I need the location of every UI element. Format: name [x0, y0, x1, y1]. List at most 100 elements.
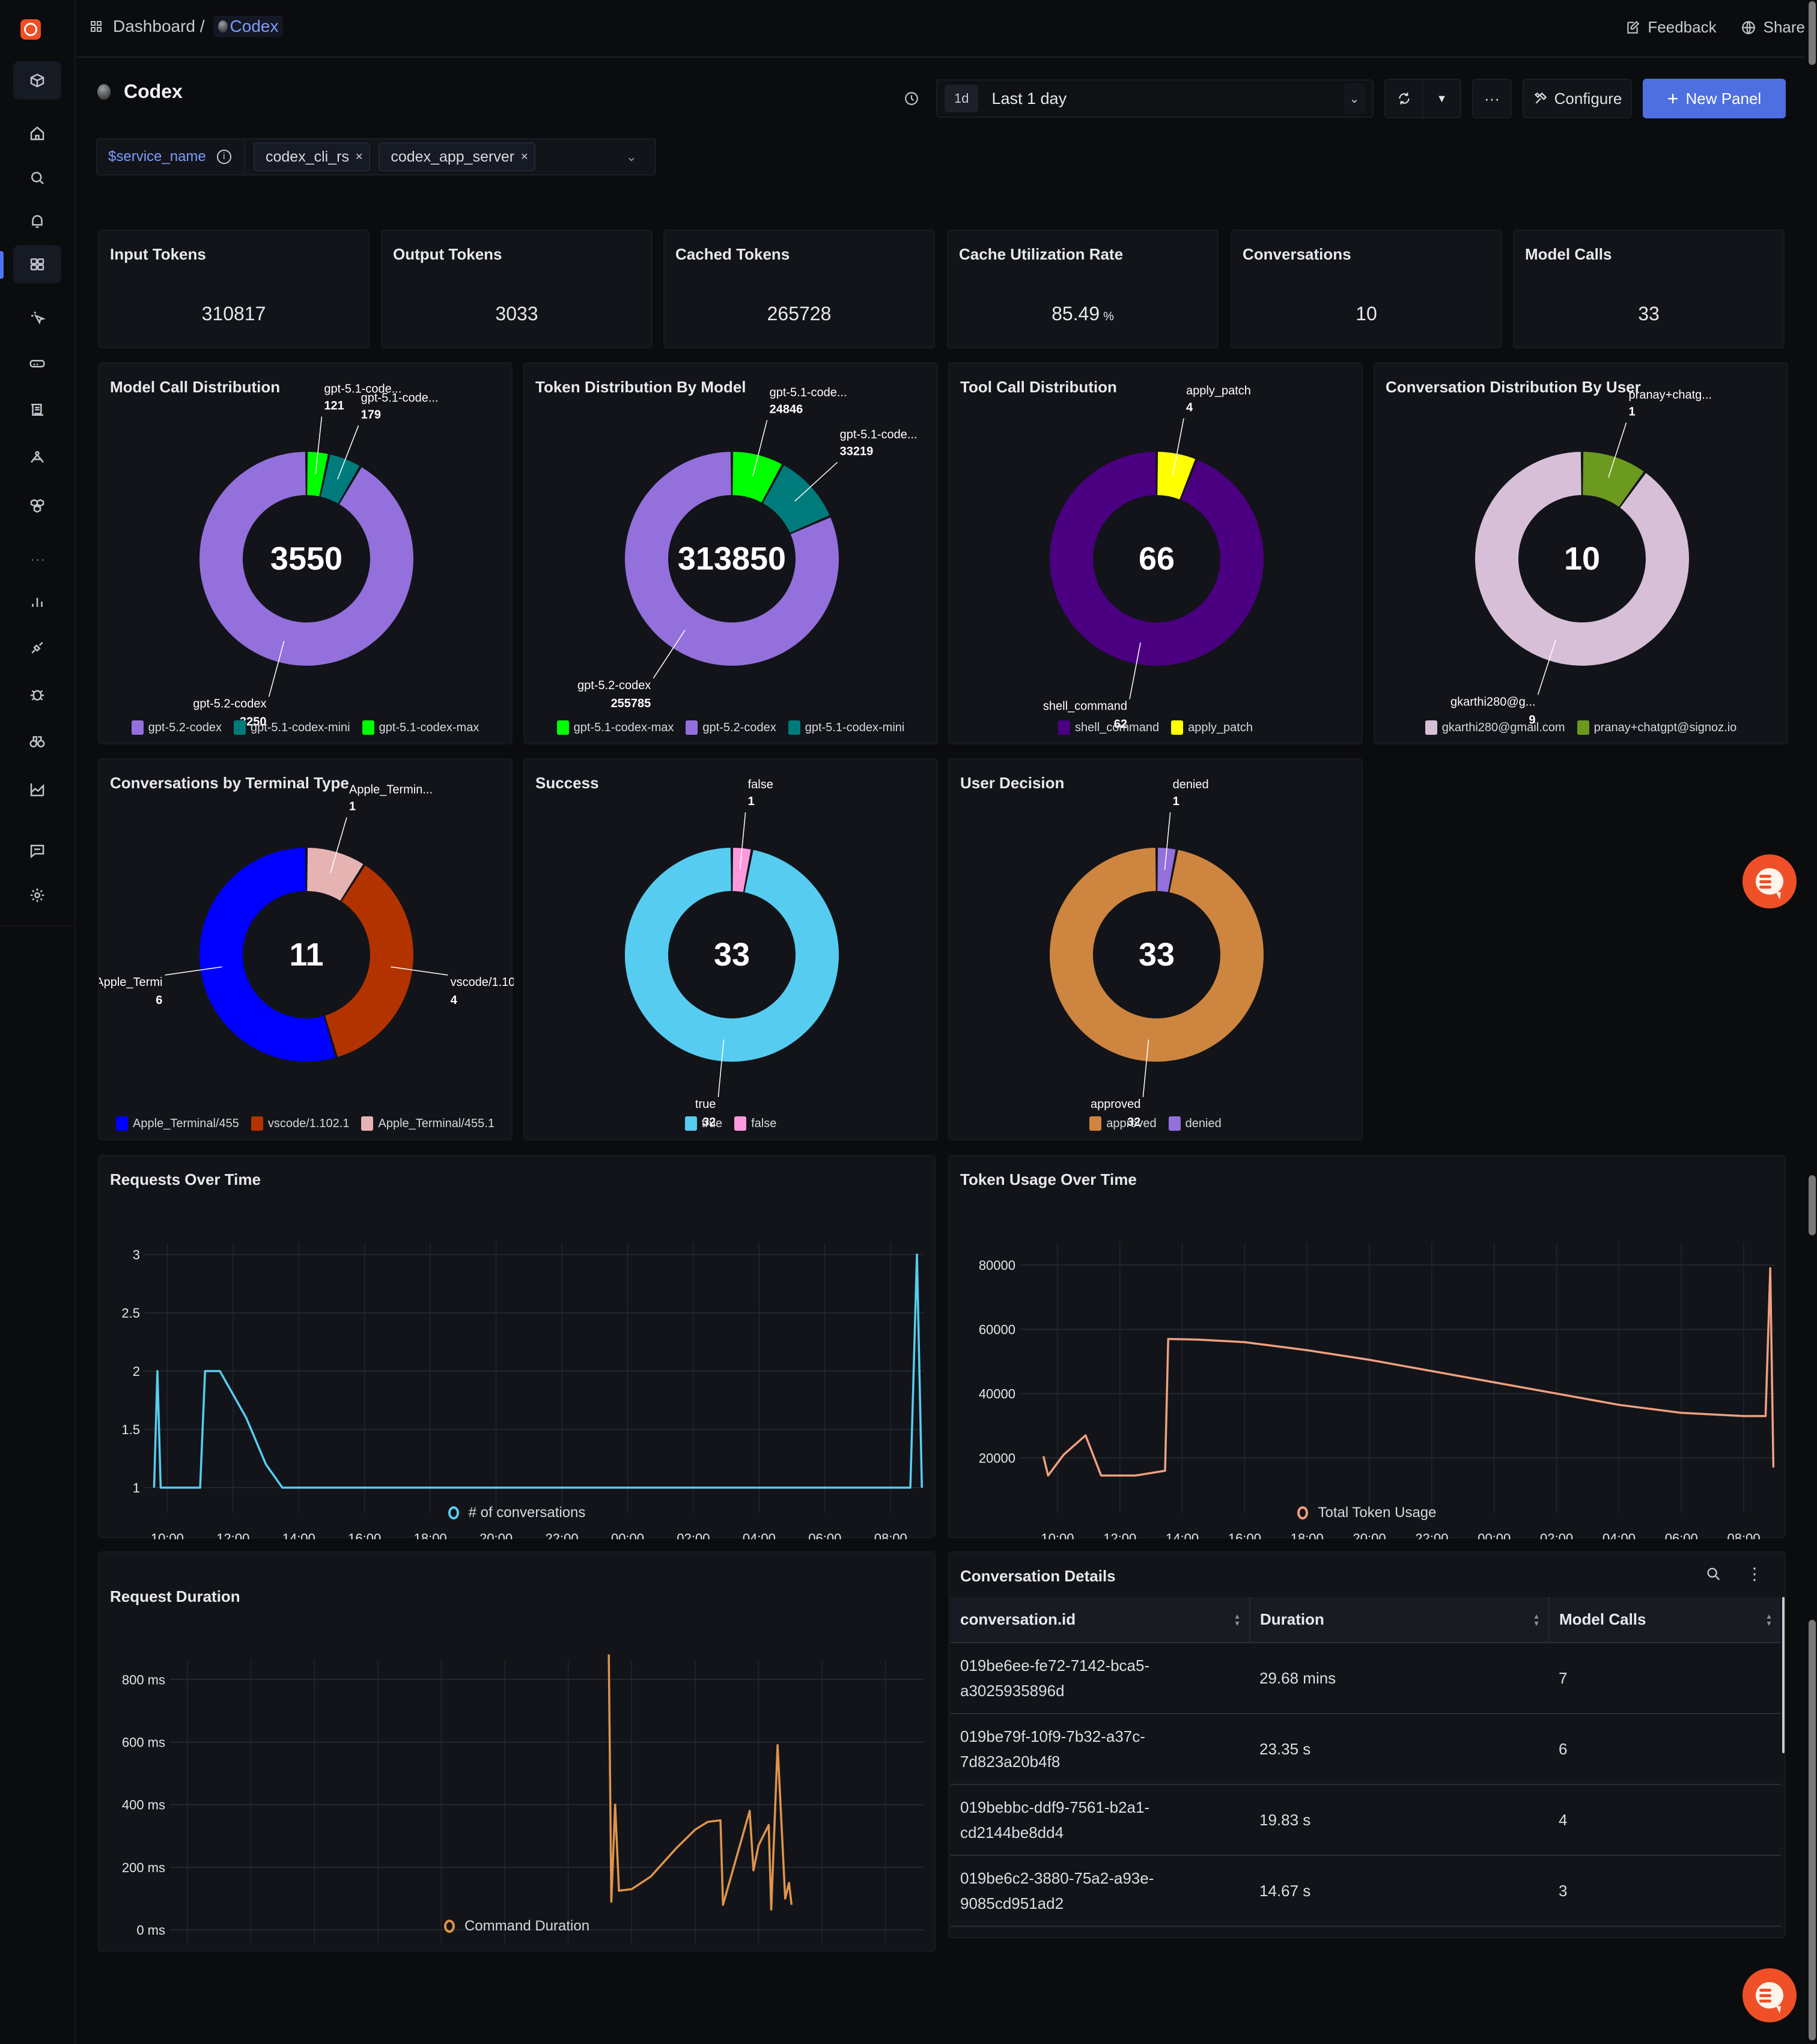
legend-item[interactable]: gpt-5.2-codex [686, 720, 776, 735]
table-row[interactable]: 019be6ee-fe72-7142-bca5- a3025935896d 29.6… [951, 1643, 1781, 1714]
search-icon[interactable] [1705, 1566, 1722, 1583]
legend-item[interactable]: vscode/1.102.1 [251, 1116, 350, 1131]
pie-slice[interactable] [1475, 452, 1689, 666]
settings-gear-icon[interactable] [13, 876, 61, 914]
metrics-bar-icon[interactable] [13, 582, 61, 620]
column-header-conversation-id[interactable]: conversation.id ▲ ▼ [951, 1597, 1250, 1643]
pie-slice[interactable] [762, 465, 830, 533]
pie-slice[interactable] [320, 454, 360, 503]
time-range-selector[interactable]: 1d Last 1 day ⌄ [936, 79, 1374, 118]
onboarding-cursor-icon[interactable] [13, 298, 61, 336]
slice-value: 1 [748, 795, 755, 808]
refresh-button[interactable] [1386, 80, 1423, 117]
sort-icon[interactable]: ▲ ▼ [1234, 1612, 1241, 1628]
chart-legend[interactable]: # of conversations [99, 1504, 934, 1521]
legend-item[interactable]: pranay+chatgpt@signoz.io [1577, 720, 1736, 735]
new-workspace-icon[interactable] [13, 61, 61, 100]
logs-scroll-icon[interactable] [13, 391, 61, 429]
pie-slice[interactable] [625, 848, 839, 1062]
integrations-plug-icon[interactable] [13, 628, 61, 667]
table-row[interactable]: 019be6c2-3880-75a2-a93e- 9085cd951ad2 14.6… [951, 1855, 1781, 1927]
dashboards-icon[interactable] [13, 245, 61, 284]
y-tick-label: 80000 [979, 1258, 1015, 1273]
services-cubes-icon[interactable] [13, 487, 61, 525]
area-chart-icon[interactable] [13, 770, 61, 809]
legend-item[interactable]: Apple_Terminal/455 [116, 1116, 239, 1131]
legend-item[interactable]: gpt-5.1-codex-max [362, 720, 479, 735]
remove-chip-icon[interactable]: ✕ [355, 152, 364, 162]
feedback-button[interactable]: Feedback [1625, 18, 1717, 37]
pie-slice[interactable] [1050, 452, 1264, 666]
legend-item[interactable]: gpt-5.1-codex-max [556, 720, 674, 735]
page-scrollbar-lower[interactable] [1809, 1620, 1816, 2040]
pie-slice[interactable] [732, 848, 751, 892]
configure-button[interactable]: Configure [1523, 79, 1632, 118]
chevron-down-icon[interactable]: ⌄ [625, 149, 637, 164]
pie-slice[interactable] [732, 452, 782, 503]
support-chat-icon[interactable] [13, 832, 61, 870]
table-scrollbar[interactable] [1782, 1597, 1785, 1753]
legend-item[interactable]: denied [1168, 1116, 1222, 1131]
variable-chip[interactable]: codex_cli_rs ✕ [254, 142, 371, 171]
support-chat-button[interactable] [1742, 1968, 1797, 2022]
support-chat-button[interactable] [1742, 854, 1797, 908]
column-header-model-calls[interactable]: Model Calls ▲ ▼ [1548, 1597, 1781, 1643]
legend-item[interactable]: gkarthi280@gmail.com [1425, 720, 1565, 735]
series-line[interactable] [153, 1253, 924, 1489]
sort-icon[interactable]: ▲ ▼ [1765, 1612, 1773, 1628]
signoz-logo[interactable] [20, 19, 41, 40]
chevron-down-icon[interactable]: ⌄ [1344, 84, 1365, 114]
pie-slice[interactable] [199, 452, 413, 666]
binoculars-icon[interactable] [13, 722, 61, 761]
chart-legend[interactable]: Command Duration [99, 1918, 934, 1935]
legend-item[interactable]: gpt-5.1-codex-mini [233, 720, 350, 735]
pie-slice[interactable] [1157, 452, 1196, 500]
legend-item[interactable]: approved [1089, 1116, 1157, 1131]
donut-total: 3550 [270, 541, 342, 577]
pie-slice[interactable] [199, 848, 336, 1062]
series-line[interactable] [1042, 1267, 1775, 1477]
pie-slice[interactable] [1583, 452, 1644, 507]
legend-item[interactable]: gpt-5.1-codex-mini [788, 720, 904, 735]
legend-item[interactable]: false [734, 1116, 776, 1131]
breadcrumb-current[interactable]: Codex [213, 16, 284, 37]
refresh-interval-dropdown[interactable]: ▼ [1423, 80, 1460, 117]
traces-icon[interactable] [13, 439, 61, 477]
home-icon[interactable] [13, 114, 61, 153]
search-icon[interactable] [13, 159, 61, 197]
more-dots-icon[interactable] [13, 541, 61, 579]
legend-item[interactable]: gpt-5.2-codex [131, 720, 222, 735]
exceptions-bug-icon[interactable] [13, 675, 61, 714]
panel-scrollbar[interactable] [1809, 1175, 1816, 1235]
infrastructure-icon[interactable] [13, 344, 61, 382]
table-row[interactable]: 019be79f-10f9-7b32-a37c- 7d823a20b4f8 23.3… [951, 1714, 1781, 1785]
legend-item[interactable]: Apple_Terminal/455.1 [361, 1116, 495, 1131]
sort-icon[interactable]: ▲ ▼ [1533, 1612, 1540, 1628]
pie-slice[interactable] [1157, 848, 1176, 892]
share-button[interactable]: Share [1741, 18, 1805, 37]
legend-item[interactable]: apply_patch [1171, 720, 1253, 735]
chart-legend[interactable]: Total Token Usage [949, 1504, 1785, 1521]
info-icon[interactable]: i [216, 150, 231, 164]
legend-label: false [751, 1116, 777, 1130]
legend-item[interactable]: true [684, 1116, 722, 1131]
remove-chip-icon[interactable]: ✕ [520, 152, 529, 162]
pie-slice[interactable] [307, 452, 328, 497]
more-options-button[interactable]: ··· [1472, 79, 1512, 118]
variable-chip[interactable]: codex_app_server ✕ [379, 142, 536, 171]
new-panel-button[interactable]: + New Panel [1643, 79, 1786, 118]
pie-slice[interactable] [325, 865, 413, 1057]
legend-item[interactable]: shell_command [1058, 720, 1159, 735]
kebab-menu-icon[interactable]: ⋮ [1746, 1565, 1763, 1583]
series-line[interactable] [607, 1654, 793, 1911]
pie-slice[interactable] [307, 848, 364, 901]
page-scrollbar[interactable] [1809, 1, 1816, 65]
column-header-duration[interactable]: Duration ▲ ▼ [1249, 1597, 1549, 1643]
alert-bell-icon[interactable] [13, 202, 61, 240]
breadcrumb-dashboard-link[interactable]: Dashboard / [113, 17, 205, 35]
pie-slice[interactable] [1050, 848, 1264, 1062]
table-row[interactable]: 019bebbc-ddf9-7561-b2a1- cd2144be8dd4 19.8… [951, 1784, 1781, 1856]
legend-label: vscode/1.102.1 [267, 1116, 350, 1130]
time-range-pill: 1d [945, 85, 979, 112]
pie-slice[interactable] [625, 452, 839, 666]
